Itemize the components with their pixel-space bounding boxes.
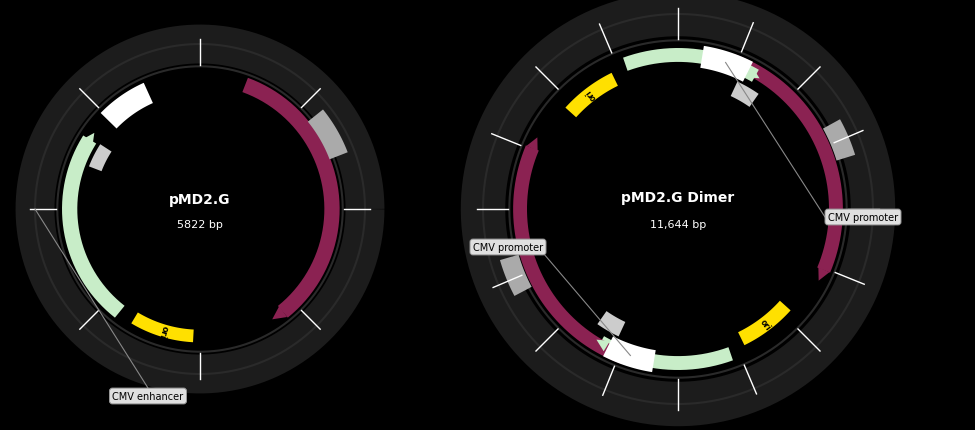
Polygon shape bbox=[730, 83, 759, 108]
Text: CMV enhancer: CMV enhancer bbox=[112, 391, 183, 401]
Polygon shape bbox=[132, 313, 194, 342]
Text: CMV promoter: CMV promoter bbox=[828, 212, 898, 222]
Text: pMD2.G Dimer: pMD2.G Dimer bbox=[621, 190, 734, 205]
Text: CMV promoter: CMV promoter bbox=[473, 243, 543, 252]
Text: 5822 bp: 5822 bp bbox=[177, 219, 223, 230]
Text: ori: ori bbox=[758, 317, 772, 332]
Text: ori: ori bbox=[584, 87, 599, 102]
Polygon shape bbox=[598, 311, 625, 337]
Polygon shape bbox=[738, 301, 791, 345]
Text: pMD2.G: pMD2.G bbox=[170, 193, 231, 206]
Polygon shape bbox=[566, 74, 618, 118]
Text: 11,644 bp: 11,644 bp bbox=[650, 219, 706, 230]
Text: ori: ori bbox=[157, 323, 169, 338]
Polygon shape bbox=[89, 145, 111, 172]
